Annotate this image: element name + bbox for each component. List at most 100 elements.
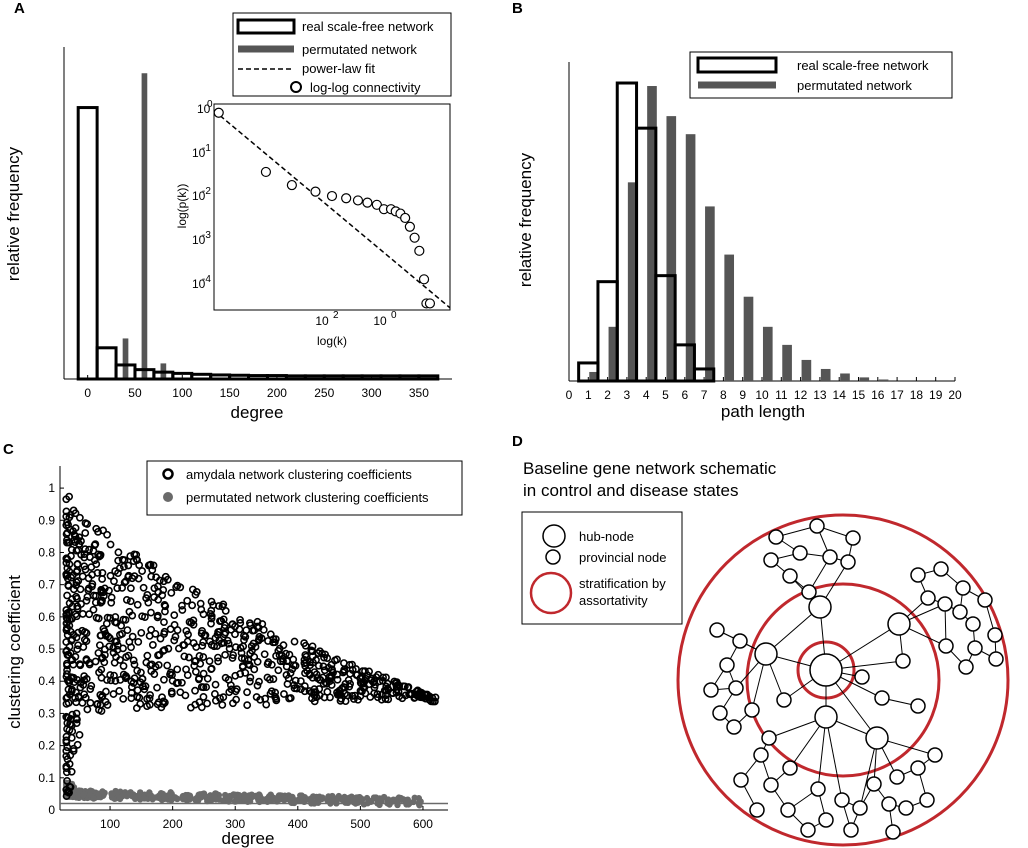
perm-bar: [608, 326, 619, 381]
amygdala-point: [176, 583, 185, 592]
amygdala-point: [99, 591, 108, 600]
amygdala-point: [160, 627, 169, 636]
amygdala-point: [97, 631, 105, 640]
amygdala-point: [103, 530, 111, 539]
amygdala-point: [109, 643, 118, 652]
amygdala-point: [127, 643, 135, 652]
amygdala-point: [72, 688, 80, 697]
amygdala-point: [65, 567, 74, 576]
amygdala-point: [143, 651, 152, 660]
hub-node: [814, 705, 838, 729]
amygdala-point: [191, 590, 200, 599]
provincial-node: [728, 680, 744, 696]
amygdala-point: [97, 585, 106, 594]
amygdala-point: [240, 631, 248, 640]
amygdala-point: [83, 705, 92, 714]
perm-point: [136, 796, 144, 803]
x-tick-label: 11: [775, 388, 788, 402]
y-tick-label: 0.6: [38, 610, 55, 624]
amygdala-point: [348, 666, 357, 674]
inset-xtick-2-exp: 0: [391, 310, 397, 321]
y-tick-label: 0.1: [38, 771, 55, 785]
amygdala-point: [92, 591, 100, 600]
amygdala-point: [290, 684, 299, 693]
amygdala-point: [128, 632, 137, 641]
panel-a-inset: 10 2 10 0 log(k) log(p(k)) 10 0 10 -1 10…: [175, 99, 451, 348]
amygdala-point: [138, 675, 147, 683]
perm-point: [228, 792, 235, 800]
amygdala-point: [148, 641, 157, 649]
amygdala-point: [214, 628, 222, 636]
amygdala-point: [392, 679, 401, 688]
amygdala-point: [152, 573, 161, 582]
amygdala-point: [315, 685, 324, 693]
amygdala-point: [134, 574, 143, 583]
amygdala-point: [73, 740, 82, 749]
real-bar: [303, 374, 326, 381]
panel-b-legend-box: [689, 51, 953, 99]
amygdala-point: [75, 513, 84, 522]
amygdala-point: [260, 650, 269, 659]
provincial-node: [703, 682, 719, 698]
amygdala-point: [80, 550, 89, 559]
amygdala-point: [84, 586, 93, 595]
amygdala-point: [221, 650, 230, 659]
inset-ytick-3-exp: -3: [202, 230, 211, 241]
amygdala-point: [73, 645, 82, 654]
amygdala-point: [133, 666, 142, 675]
amygdala-point: [337, 694, 346, 703]
middle-stratification-ring: [745, 582, 941, 778]
amygdala-point: [144, 598, 153, 607]
amygdala-point: [129, 679, 138, 687]
x-tick-label: 200: [163, 817, 183, 831]
provincial-node: [782, 568, 798, 584]
real-bar: [322, 374, 345, 381]
legend-b-real-swatch: [696, 56, 778, 74]
x-tick-label: 600: [413, 817, 433, 831]
amygdala-point: [170, 636, 179, 645]
amygdala-point: [139, 583, 148, 592]
amygdala-point: [253, 681, 262, 690]
amygdala-point: [178, 606, 187, 614]
amygdala-point: [163, 661, 172, 670]
amygdala-point: [127, 694, 136, 703]
network-edge: [825, 716, 843, 801]
amygdala-point: [122, 595, 131, 604]
amygdala-point: [120, 578, 129, 587]
amygdala-point: [62, 746, 71, 755]
x-tick-label: 18: [910, 388, 924, 402]
provincial-node: [744, 702, 760, 718]
amygdala-point: [377, 690, 386, 699]
amygdala-point: [117, 621, 126, 630]
amygdala-point: [289, 661, 298, 670]
amygdala-point: [246, 673, 255, 682]
amygdala-point: [197, 605, 206, 614]
legend-c-amygdala-marker: [162, 468, 174, 480]
provincial-node: [712, 705, 728, 721]
legend-c-perm-label: permutated network clustering coefficien…: [186, 490, 429, 505]
amygdala-point: [236, 619, 245, 627]
amygdala-point: [143, 702, 151, 711]
amygdala-point: [91, 540, 100, 549]
perm-point: [235, 797, 242, 804]
amygdala-point: [98, 569, 107, 577]
amygdala-point: [163, 575, 172, 584]
amygdala-point: [356, 686, 365, 695]
amygdala-point: [199, 653, 208, 661]
perm-point: [403, 801, 410, 808]
x-tick-label: 12: [794, 388, 808, 402]
amygdala-point: [113, 584, 122, 593]
amygdala-point: [145, 694, 154, 703]
perm-point: [87, 787, 94, 794]
amygdala-point: [261, 694, 270, 703]
amygdala-point: [81, 545, 90, 554]
provincial-node: [763, 552, 779, 568]
perm-bar: [589, 371, 599, 381]
amygdala-point: [158, 693, 166, 702]
amygdala-point: [119, 662, 128, 670]
amygdala-point: [95, 641, 104, 650]
provincial-node: [889, 769, 905, 785]
amygdala-point: [341, 680, 350, 688]
amygdala-point: [206, 609, 215, 618]
panel-c-legend-box: [146, 460, 463, 516]
